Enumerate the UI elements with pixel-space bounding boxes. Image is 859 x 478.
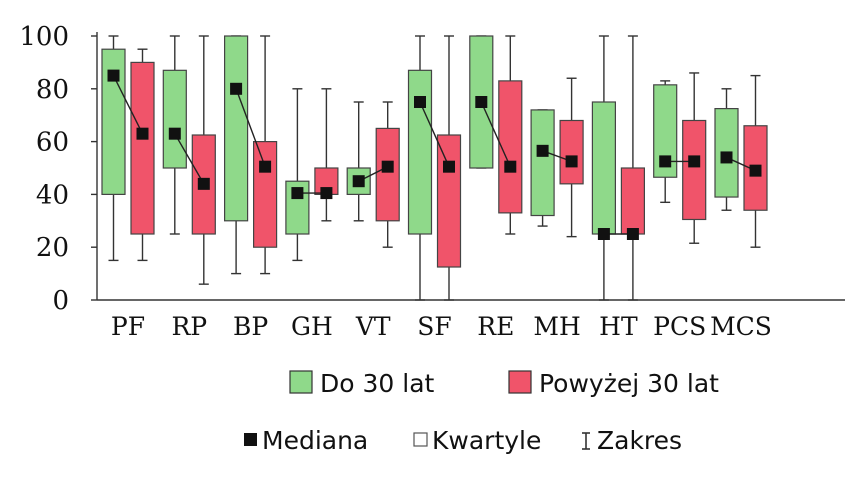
median-marker-gh-s1 <box>320 187 333 200</box>
median-marker-ht-s1 <box>626 228 639 240</box>
median-marker-re-s1 <box>504 160 517 173</box>
median-marker-re-s0 <box>475 96 488 108</box>
median-connector-bp <box>235 88 266 167</box>
legend-median-marker <box>244 433 257 446</box>
x-tick-label-pf: PF <box>111 312 145 341</box>
median-marker-pf-s0 <box>107 69 120 82</box>
box-bp-s1 <box>253 141 278 248</box>
median-connector-rp <box>174 133 205 185</box>
legend: Do 30 lat Powyżej 30 lat Mediana Kwartyl… <box>244 369 719 455</box>
box-sf-s0 <box>407 69 433 235</box>
legend-label-series-0: Do 30 lat <box>320 369 435 398</box>
y-tick-label-100: 100 <box>19 22 69 52</box>
median-marker-mcs-s0 <box>720 151 733 164</box>
x-tick-label-rp: RP <box>171 312 207 341</box>
median-marker-gh-s0 <box>291 187 304 200</box>
median-connector-pf <box>112 75 144 134</box>
x-tick-label-mcs: MCS <box>710 312 772 341</box>
box-pf-s0 <box>101 48 126 195</box>
box-rp-s0 <box>162 69 187 169</box>
legend-quartiles-marker <box>413 432 428 447</box>
box-pcs-s1 <box>682 119 707 221</box>
y-tick-label-40: 40 <box>36 180 69 210</box>
box-bp-s0 <box>224 35 249 222</box>
median-marker-bp-s0 <box>230 82 243 95</box>
box-pf-s1 <box>130 61 155 235</box>
legend-swatch-series-0 <box>289 370 313 394</box>
x-tick-label-mh: MH <box>533 312 580 341</box>
box-re-s1 <box>498 80 523 214</box>
y-tick-label-80: 80 <box>36 75 69 105</box>
median-marker-sf-s1 <box>443 160 455 173</box>
box-mh-s1 <box>559 119 584 185</box>
median-marker-sf-s0 <box>414 96 426 108</box>
box-pcs-s0 <box>653 84 678 178</box>
box-vt-s1 <box>375 127 400 222</box>
median-marker-mh-s1 <box>565 155 578 168</box>
legend-label-quartiles: Kwartyle <box>432 426 541 455</box>
legend-swatch-series-1 <box>508 370 532 394</box>
median-marker-bp-s1 <box>259 160 272 173</box>
median-marker-pcs-s0 <box>659 155 672 168</box>
median-marker-pcs-s1 <box>688 155 701 168</box>
median-marker-rp-s0 <box>168 127 181 140</box>
y-tick-label-0: 0 <box>52 286 69 316</box>
median-marker-ht-s0 <box>597 228 610 240</box>
legend-label-range: Zakres <box>597 426 682 455</box>
median-marker-vt-s0 <box>352 175 365 188</box>
x-tick-label-sf: SF <box>417 312 451 341</box>
box-sf-s1 <box>436 134 462 268</box>
median-marker-vt-s1 <box>381 160 394 173</box>
legend-range-marker <box>582 432 590 450</box>
y-tick-label-60: 60 <box>36 128 69 158</box>
x-tick-label-bp: BP <box>233 312 268 341</box>
x-tick-label-gh: GH <box>291 312 333 341</box>
legend-label-series-1: Powyżej 30 lat <box>539 369 719 398</box>
legend-label-median: Mediana <box>262 426 368 455</box>
axes: 0 20 40 60 80 100 PF RP BP GH VT SF RE MH HT PCS MCS <box>19 22 845 341</box>
x-tick-label-pcs: PCS <box>653 312 706 341</box>
median-connector-sf <box>419 101 450 167</box>
median-marker-pf-s1 <box>136 127 149 140</box>
boxes <box>101 35 768 301</box>
median-marker-mh-s0 <box>536 144 549 157</box>
median-marker-rp-s1 <box>197 177 210 190</box>
median-marker-mcs-s1 <box>749 164 762 177</box>
box-mh-s0 <box>530 109 555 217</box>
median-connector-re <box>480 101 511 167</box>
x-tick-label-re: RE <box>477 312 514 341</box>
box-ht-s0 <box>591 101 617 235</box>
box-ht-s1 <box>620 167 646 235</box>
y-tick-label-20: 20 <box>36 233 69 263</box>
x-tick-label-ht: HT <box>599 312 638 341</box>
x-tick-label-vt: VT <box>355 312 391 341</box>
